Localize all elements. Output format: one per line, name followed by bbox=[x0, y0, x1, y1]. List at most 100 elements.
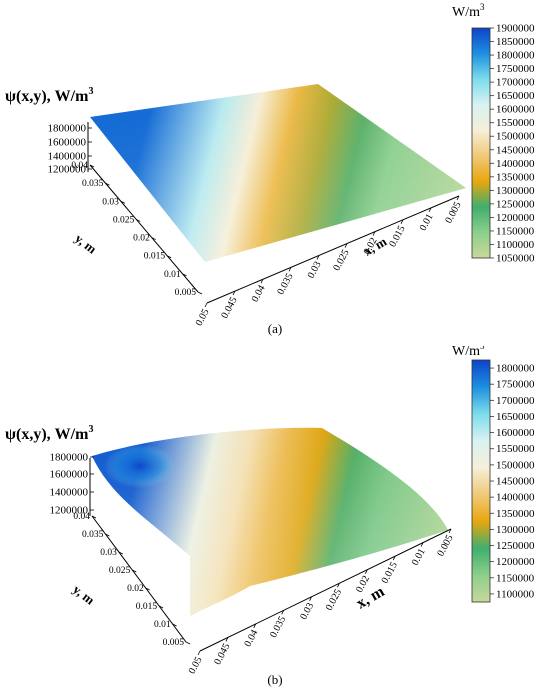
colorbar-tick-label: 1400000 bbox=[496, 492, 535, 504]
x-tick-label: 0.015 bbox=[387, 224, 407, 249]
z-axis-label: ψ(x,y), W/m3 bbox=[5, 424, 93, 443]
colorbar-tick-label: 1150000 bbox=[496, 572, 535, 584]
y-tick-label: 0.03 bbox=[100, 548, 117, 558]
figure-caption: (a) bbox=[268, 321, 282, 336]
y-tick-label: 0.01 bbox=[154, 620, 171, 630]
x-tick-mark bbox=[232, 290, 236, 296]
x-tick-mark bbox=[344, 243, 348, 248]
y-tick-label: 0.015 bbox=[136, 602, 158, 612]
surface-shading bbox=[90, 84, 466, 262]
x-tick-mark bbox=[309, 596, 312, 601]
figure-caption: (b) bbox=[267, 672, 282, 687]
x-tick-label: 0.03 bbox=[306, 260, 324, 281]
colorbar-tick-label: 1350000 bbox=[496, 171, 535, 183]
z-tick-label: 1600000 bbox=[48, 137, 87, 149]
x-tick-mark bbox=[260, 279, 264, 284]
y-tick-mark bbox=[91, 515, 97, 519]
x-tick-mark bbox=[225, 637, 229, 642]
x-tick-label: 0.01 bbox=[418, 212, 436, 233]
x-tick-mark bbox=[281, 610, 285, 615]
x-tick-label: 0.015 bbox=[380, 560, 400, 585]
surface-plot-a: 1900000 1850000 1800000 1750000 1700000 16500… bbox=[0, 0, 550, 346]
x-tick-mark bbox=[392, 555, 396, 561]
y-tick-label: 0.025 bbox=[113, 215, 135, 225]
x-tick-mark bbox=[448, 528, 452, 534]
surface-plot-a-svg: 1900000185000018000001750000170000016500… bbox=[5, 2, 535, 336]
colorbar-tick-label: 1300000 bbox=[496, 185, 535, 197]
y-tick-mark bbox=[105, 533, 110, 537]
x-tick-mark bbox=[288, 267, 292, 272]
z-tick-label: 1600000 bbox=[50, 469, 89, 481]
x-axis-line bbox=[206, 195, 460, 304]
x-tick-mark bbox=[372, 231, 376, 236]
colorbar-tick-label: 1900000 bbox=[496, 23, 535, 35]
z-tick-label: 1800000 bbox=[48, 123, 87, 135]
colorbar-tick-label: 1100000 bbox=[496, 588, 535, 600]
x-tick-label: 0.04 bbox=[242, 628, 260, 649]
x-axis-line bbox=[199, 528, 452, 652]
y-tick-mark bbox=[197, 291, 203, 295]
y-tick-mark bbox=[158, 605, 164, 609]
y-axis-line bbox=[89, 164, 199, 293]
colorbar-tick-label: 1750000 bbox=[496, 63, 535, 75]
y-axis-label: y, m bbox=[72, 231, 100, 257]
colorbar-tick-label: 1150000 bbox=[496, 225, 535, 237]
y-tick-mark bbox=[151, 237, 156, 240]
z-tick-label: 1200000 bbox=[48, 164, 87, 176]
x-tick-label: 0.035 bbox=[275, 272, 295, 297]
y-tick-label: 0.03 bbox=[102, 197, 119, 207]
x-tick-mark bbox=[420, 542, 424, 547]
y-tick-mark bbox=[166, 255, 172, 259]
colorbar-tick-label: 1750000 bbox=[496, 379, 535, 391]
colorbar bbox=[471, 27, 491, 259]
colorbar-tick-label: 1400000 bbox=[496, 158, 535, 170]
colorbar-tick-label: 1700000 bbox=[496, 77, 535, 89]
colorbar-tick-label: 1650000 bbox=[496, 90, 535, 102]
x-tick-mark bbox=[337, 583, 340, 588]
colorbar-tick-label: 1600000 bbox=[496, 427, 535, 439]
y-tick-mark bbox=[89, 164, 95, 168]
x-tick-label: 0.025 bbox=[331, 248, 351, 273]
x-tick-label: 0.025 bbox=[324, 587, 344, 612]
y-axis-label: y, m bbox=[70, 582, 98, 608]
surface-peak bbox=[104, 444, 176, 488]
x-tick-mark bbox=[428, 207, 432, 213]
colorbar-tick-label: 1550000 bbox=[496, 117, 535, 129]
z-tick-label: 1800000 bbox=[50, 452, 89, 464]
colorbar-tick-label: 1200000 bbox=[496, 212, 535, 224]
y-tick-mark bbox=[145, 587, 150, 591]
y-tick-label: 0.04 bbox=[71, 161, 88, 171]
y-tick-label: 0.02 bbox=[133, 234, 150, 244]
colorbar-tick-label: 1250000 bbox=[496, 198, 535, 210]
colorbar-tick-label: 1500000 bbox=[496, 131, 535, 143]
colorbar-tick-label: 1550000 bbox=[496, 443, 535, 455]
colorbar-tick-label: 1450000 bbox=[496, 144, 535, 156]
x-tick-mark bbox=[204, 302, 208, 308]
colorbar-tick-label: 1250000 bbox=[496, 540, 535, 552]
x-tick-label: 0.03 bbox=[298, 601, 316, 622]
colorbar-tick-label: 1450000 bbox=[496, 476, 535, 488]
colorbar-tick-label: 1300000 bbox=[496, 524, 535, 536]
x-tick-mark bbox=[197, 650, 201, 656]
x-tick-label: 0.045 bbox=[219, 295, 239, 320]
colorbar-tick-label: 1850000 bbox=[496, 36, 535, 48]
colorbar-tick-label: 1500000 bbox=[496, 459, 535, 471]
x-tick-mark bbox=[400, 219, 404, 224]
x-tick-mark bbox=[316, 255, 320, 260]
colorbar-title: W/m3 bbox=[452, 2, 485, 20]
x-tick-label: 0.045 bbox=[212, 642, 232, 667]
z-tick-label: 1400000 bbox=[48, 151, 87, 163]
y-tick-label: 0.02 bbox=[127, 584, 144, 594]
y-tick-mark bbox=[182, 273, 187, 277]
y-tick-mark bbox=[132, 569, 137, 573]
surface-plot-b-svg: 1800000 1750000 1700000 1650000 1600000 15500… bbox=[5, 341, 535, 687]
colorbar-tick-label: 1600000 bbox=[496, 104, 535, 116]
x-tick-mark bbox=[364, 569, 368, 574]
x-tick-label: 0.01 bbox=[410, 547, 428, 568]
colorbar-tick-label: 1350000 bbox=[496, 508, 535, 520]
colorbar-tick-label: 1800000 bbox=[496, 50, 535, 62]
surface-plot-b: 1800000 1750000 1700000 1650000 1600000 15500… bbox=[0, 341, 550, 692]
colorbar-tick-label: 1700000 bbox=[496, 395, 535, 407]
colorbar-tick-label: 1650000 bbox=[496, 411, 535, 423]
colorbar-tick-label: 1200000 bbox=[496, 556, 535, 568]
